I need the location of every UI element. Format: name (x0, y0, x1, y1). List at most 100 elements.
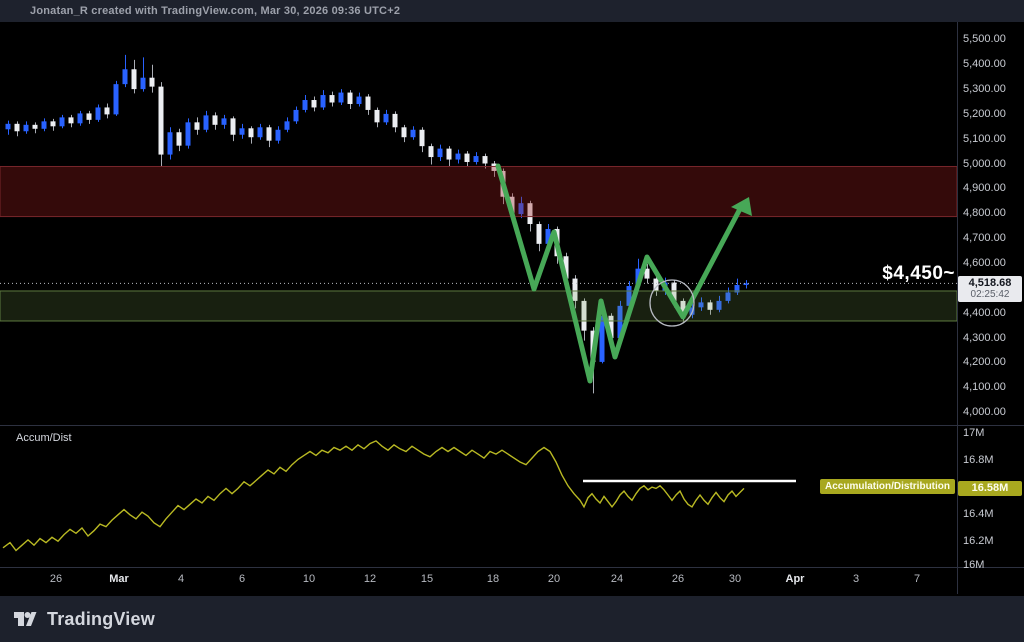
current-price-label: 4,518.68 02:25:42 (958, 276, 1022, 302)
candle-up (123, 69, 128, 84)
time-axis-label: 24 (611, 573, 623, 585)
price-scale-label: 4,600.00 (963, 257, 1019, 269)
indicator-scale-label: 17M (963, 427, 1019, 439)
candle-down (447, 149, 452, 160)
candle-down (177, 132, 182, 145)
candle-up (96, 107, 101, 119)
candle-up (60, 117, 65, 126)
indicator-scale-label: 16.4M (963, 508, 1019, 520)
candle-down (267, 127, 272, 140)
candle-down (15, 124, 20, 131)
tradingview-chart-window: Jonatan_R created with TradingView.com, … (0, 0, 1024, 642)
price-scale-label: 4,400.00 (963, 307, 1019, 319)
price-scale-label: 4,200.00 (963, 356, 1019, 368)
candle-up (78, 113, 83, 123)
time-axis-label: 3 (853, 573, 859, 585)
attribution-bar: Jonatan_R created with TradingView.com, … (0, 0, 1024, 22)
candle-down (51, 121, 56, 126)
candle-down (159, 87, 164, 155)
time-axis-divider (0, 567, 1024, 568)
time-axis-label: 10 (303, 573, 315, 585)
candle-down (429, 146, 434, 157)
price-scale-label: 5,300.00 (963, 83, 1019, 95)
candle-down (330, 95, 335, 102)
candle-up (42, 121, 47, 128)
candle-up (438, 149, 443, 157)
price-scale-label: 5,100.00 (963, 133, 1019, 145)
current-price-value: 4,518.68 (958, 277, 1022, 289)
candle-up (285, 121, 290, 129)
candle-down (402, 127, 407, 137)
candle-up (384, 114, 389, 122)
time-axis-label: 6 (239, 573, 245, 585)
candle-up (456, 154, 461, 160)
price-scale-label: 4,900.00 (963, 182, 1019, 194)
candle-up (474, 156, 479, 162)
candle-up (141, 78, 146, 89)
time-axis-label: 20 (548, 573, 560, 585)
candle-down (366, 97, 371, 110)
time-axis-label: 18 (487, 573, 499, 585)
time-axis-label: 7 (914, 573, 920, 585)
candle-down (69, 117, 74, 123)
indicator-scale-label: 16.8M (963, 454, 1019, 466)
candle-down (132, 69, 137, 89)
candle-up (24, 125, 29, 131)
candle-up (357, 97, 362, 104)
indicator-name-label: Accumulation/Distribution (820, 479, 955, 494)
tradingview-logo-icon (12, 606, 38, 632)
price-scale-label: 5,500.00 (963, 33, 1019, 45)
attribution-text: Jonatan_R created with TradingView.com, … (30, 5, 400, 17)
indicator-scale-label: 16.2M (963, 535, 1019, 547)
price-scale-label: 5,400.00 (963, 58, 1019, 70)
candle-up (168, 132, 173, 154)
indicator-pane-title[interactable]: Accum/Dist (16, 432, 72, 444)
candle-up (294, 110, 299, 121)
price-scale-label: 4,800.00 (963, 207, 1019, 219)
candle-down (312, 100, 317, 107)
candle-up (339, 93, 344, 103)
candle-up (114, 84, 119, 114)
candle-down (195, 122, 200, 129)
price-scale-label: 5,200.00 (963, 108, 1019, 120)
indicator-value-label: 16.58M (958, 481, 1022, 496)
pane-divider[interactable] (0, 425, 1024, 426)
candle-up (276, 130, 281, 141)
candle-down (33, 125, 38, 129)
demand-zone (0, 291, 957, 321)
price-scale-label: 4,300.00 (963, 332, 1019, 344)
tradingview-brand-text: TradingView (47, 609, 155, 630)
chart-canvas[interactable] (0, 0, 1024, 642)
candle-up (411, 130, 416, 137)
time-axis-label: 4 (178, 573, 184, 585)
time-axis-label: Apr (786, 573, 805, 585)
candle-down (393, 114, 398, 127)
time-axis-label: 26 (672, 573, 684, 585)
candle-up (6, 124, 11, 129)
candle-up (204, 115, 209, 129)
price-callout-text[interactable]: $4,450~ (0, 263, 955, 285)
price-scale-label: 4,000.00 (963, 406, 1019, 418)
time-axis-label: 12 (364, 573, 376, 585)
candle-down (348, 93, 353, 104)
candle-up (186, 122, 191, 145)
candle-up (240, 128, 245, 134)
candle-up (222, 118, 227, 124)
supply-zone (0, 166, 957, 216)
bar-countdown: 02:25:42 (958, 289, 1022, 301)
time-axis-label: 30 (729, 573, 741, 585)
tradingview-brand[interactable]: TradingView (12, 606, 155, 632)
indicator-scale-label: 16M (963, 559, 1019, 571)
accum-dist-line (3, 441, 744, 551)
time-axis-label: 26 (50, 573, 62, 585)
price-scale-divider (957, 22, 958, 594)
candle-up (303, 100, 308, 110)
price-scale-label: 4,100.00 (963, 381, 1019, 393)
candle-up (321, 95, 326, 107)
time-axis-label: 15 (421, 573, 433, 585)
candle-down (537, 224, 542, 244)
candle-down (483, 156, 488, 163)
candle-down (420, 130, 425, 146)
price-scale-label: 4,700.00 (963, 232, 1019, 244)
candle-down (465, 154, 470, 162)
